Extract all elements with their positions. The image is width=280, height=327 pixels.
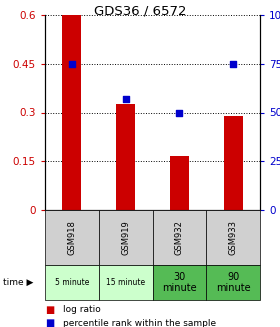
- Text: GSM932: GSM932: [175, 220, 184, 255]
- Point: [231, 61, 235, 66]
- Bar: [116, 104, 135, 210]
- Text: GDS36 / 6572: GDS36 / 6572: [94, 5, 186, 18]
- Text: GSM918: GSM918: [67, 220, 76, 255]
- Bar: [170, 156, 189, 210]
- Text: GSM919: GSM919: [121, 220, 130, 255]
- Text: 5 minute: 5 minute: [55, 278, 89, 287]
- Text: 15 minute: 15 minute: [106, 278, 145, 287]
- Text: 90
minute: 90 minute: [216, 272, 250, 293]
- Text: GSM933: GSM933: [229, 220, 238, 255]
- Text: time ▶: time ▶: [3, 278, 33, 287]
- Bar: [62, 15, 81, 210]
- Bar: [224, 116, 242, 210]
- Point: [123, 96, 128, 101]
- Text: ■: ■: [45, 305, 54, 315]
- Text: ■: ■: [45, 318, 54, 327]
- Text: 30
minute: 30 minute: [162, 272, 197, 293]
- Point: [177, 110, 182, 115]
- Point: [70, 61, 74, 66]
- Text: log ratio: log ratio: [63, 305, 101, 315]
- Text: percentile rank within the sample: percentile rank within the sample: [63, 318, 216, 327]
